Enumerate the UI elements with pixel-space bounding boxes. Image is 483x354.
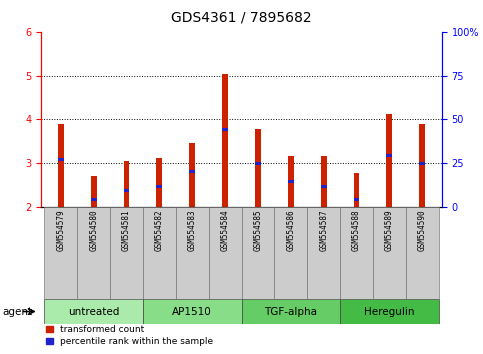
Bar bbox=[77, 207, 110, 299]
Text: GSM554589: GSM554589 bbox=[385, 210, 394, 251]
Legend: transformed count, percentile rank within the sample: transformed count, percentile rank withi… bbox=[45, 325, 213, 346]
Bar bbox=[340, 299, 439, 324]
Bar bbox=[222, 127, 228, 131]
Bar bbox=[143, 207, 176, 299]
Bar bbox=[321, 156, 327, 207]
Bar bbox=[44, 299, 143, 324]
Bar bbox=[242, 299, 340, 324]
Bar bbox=[307, 207, 340, 299]
Bar bbox=[340, 207, 373, 299]
Bar bbox=[209, 207, 242, 299]
Text: AP1510: AP1510 bbox=[172, 307, 212, 316]
Bar bbox=[124, 189, 129, 192]
Text: GSM554590: GSM554590 bbox=[418, 210, 426, 251]
Bar bbox=[255, 129, 261, 207]
Text: TGF-alpha: TGF-alpha bbox=[264, 307, 317, 316]
Bar bbox=[222, 74, 228, 207]
Bar bbox=[44, 207, 77, 299]
Bar bbox=[156, 158, 162, 207]
Text: GSM554580: GSM554580 bbox=[89, 210, 98, 251]
Text: GSM554579: GSM554579 bbox=[57, 210, 65, 251]
Text: agent: agent bbox=[2, 307, 32, 316]
Bar bbox=[176, 207, 209, 299]
Bar bbox=[419, 124, 425, 207]
Text: GSM554585: GSM554585 bbox=[254, 210, 262, 251]
Text: Heregulin: Heregulin bbox=[364, 307, 414, 316]
Text: GDS4361 / 7895682: GDS4361 / 7895682 bbox=[171, 11, 312, 25]
Bar bbox=[354, 173, 359, 207]
Text: GSM554582: GSM554582 bbox=[155, 210, 164, 251]
Bar bbox=[91, 176, 97, 207]
Bar bbox=[321, 185, 327, 188]
Bar bbox=[58, 158, 64, 161]
Bar bbox=[124, 161, 129, 207]
Bar bbox=[386, 114, 392, 207]
Text: GSM554584: GSM554584 bbox=[221, 210, 229, 251]
Bar bbox=[58, 124, 64, 207]
Bar bbox=[419, 162, 425, 165]
Text: GSM554587: GSM554587 bbox=[319, 210, 328, 251]
Bar bbox=[143, 299, 242, 324]
Text: GSM554583: GSM554583 bbox=[188, 210, 197, 251]
Text: GSM554586: GSM554586 bbox=[286, 210, 295, 251]
Bar bbox=[255, 162, 261, 165]
Bar bbox=[110, 207, 143, 299]
Bar bbox=[373, 207, 406, 299]
Bar bbox=[288, 156, 294, 207]
Bar bbox=[189, 170, 195, 173]
Bar bbox=[406, 207, 439, 299]
Text: untreated: untreated bbox=[68, 307, 119, 316]
Bar bbox=[189, 143, 195, 207]
Bar bbox=[386, 154, 392, 158]
Text: GSM554581: GSM554581 bbox=[122, 210, 131, 251]
Bar bbox=[242, 207, 274, 299]
Bar bbox=[91, 198, 97, 201]
Bar bbox=[288, 180, 294, 183]
Bar bbox=[354, 198, 359, 201]
Text: GSM554588: GSM554588 bbox=[352, 210, 361, 251]
Bar bbox=[274, 207, 307, 299]
Bar bbox=[156, 185, 162, 188]
